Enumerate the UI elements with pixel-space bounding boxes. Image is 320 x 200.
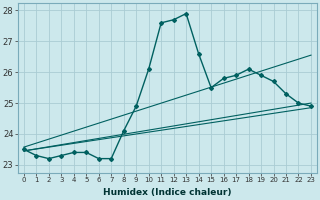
- X-axis label: Humidex (Indice chaleur): Humidex (Indice chaleur): [103, 188, 232, 197]
